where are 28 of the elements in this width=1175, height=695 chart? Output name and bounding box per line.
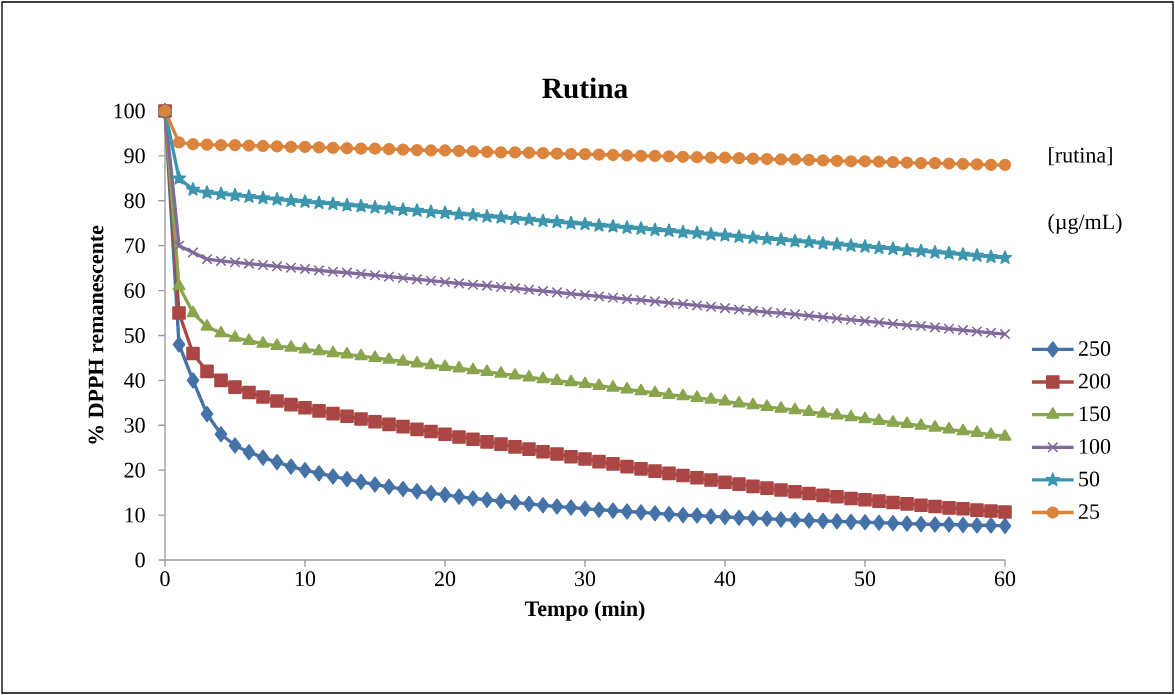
x-tick-label: 40 (714, 571, 736, 587)
y-tick-label: 30 (124, 417, 145, 433)
text: [rutina] (µg/mL) (1048, 147, 1122, 234)
legend-label: 50 (1079, 471, 1100, 487)
x-tick-label: 60 (994, 571, 1016, 587)
x-axis-title: Tempo (min) (524, 600, 645, 621)
y-tick-label: 80 (124, 193, 145, 209)
legend-label: 250 (1078, 341, 1111, 356)
y-tick-label: 50 (124, 328, 145, 343)
y-tick-label: 100 (114, 103, 145, 119)
y-tick-label: 0 (135, 552, 145, 568)
legend-label: 25 (1078, 504, 1100, 520)
legend-label: 100 (1079, 438, 1111, 454)
y-axis-title: % DPPH remanescente (88, 225, 104, 444)
y-tick-label: 70 (125, 238, 145, 254)
x-tick-label: 30 (575, 571, 596, 587)
legend-label: 150 (1079, 406, 1111, 422)
y-tick-label: 20 (124, 462, 145, 478)
y-tick-label: 10 (125, 507, 145, 523)
x-tick-label: 0 (160, 571, 170, 587)
chart-title: Rutina (542, 77, 628, 99)
x-tick-label: 50 (855, 571, 876, 587)
y-tick-label: 60 (124, 283, 145, 298)
legend-label: 200 (1078, 373, 1111, 389)
y-tick-label: 40 (124, 372, 145, 388)
y-tick-label: 90 (124, 148, 145, 164)
x-tick-label: 10 (295, 571, 316, 587)
x-tick-label: 20 (434, 571, 456, 587)
